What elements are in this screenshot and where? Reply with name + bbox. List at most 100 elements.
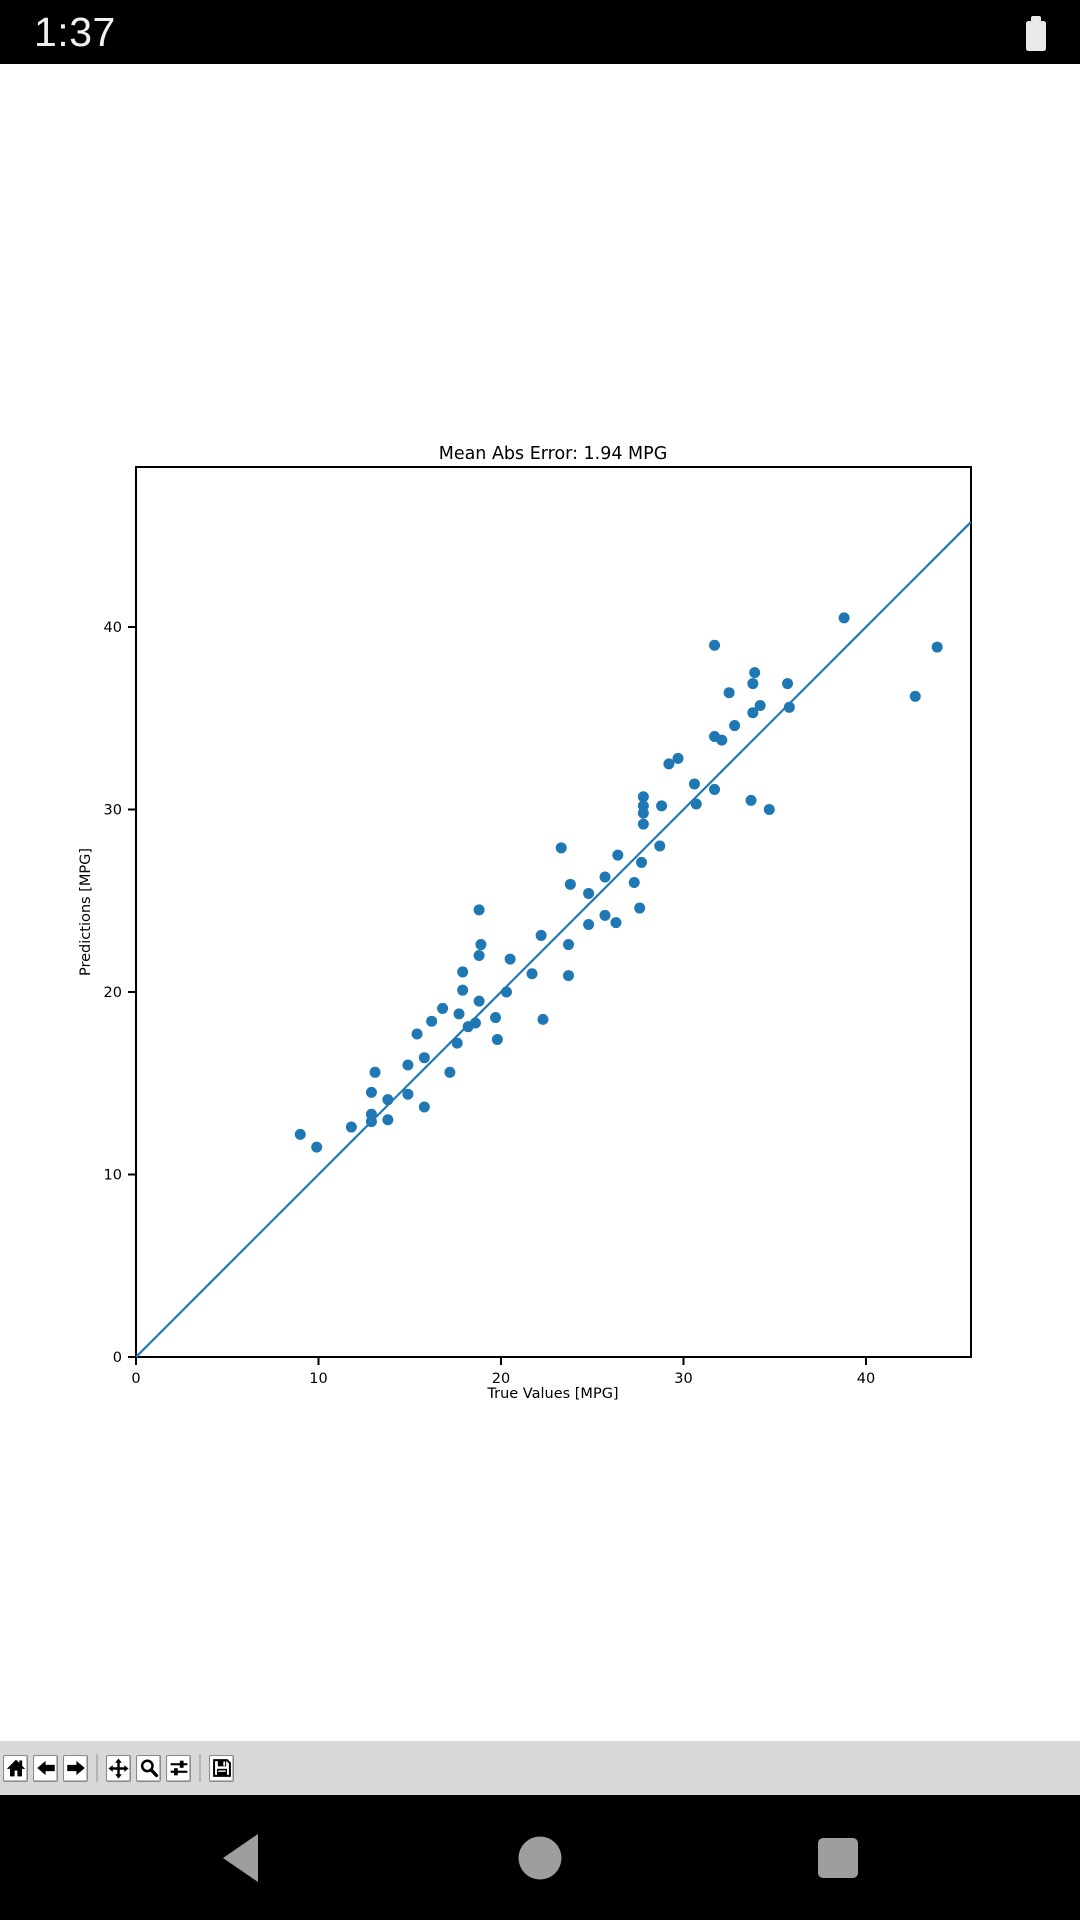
matplotlib-toolbar (0, 1741, 1080, 1795)
toolbar-separator (199, 1754, 201, 1782)
plot-title: Mean Abs Error: 1.94 MPG (439, 444, 668, 464)
scatter-point (563, 970, 575, 982)
y-tick-label: 0 (113, 1350, 122, 1366)
scatter-point (612, 849, 624, 861)
battery-body (1026, 20, 1046, 51)
scatter-point (716, 734, 728, 746)
scatter-point (754, 699, 766, 711)
clock-text: 1:37 (34, 8, 116, 55)
scatter-point (610, 917, 622, 929)
scatter-point (628, 877, 640, 888)
toolbar-zoom-button[interactable] (136, 1754, 161, 1782)
toolbar-save-button[interactable] (209, 1754, 234, 1782)
scatter-point (490, 1012, 502, 1024)
scatter-point (473, 995, 485, 1007)
x-tick-label: 0 (131, 1371, 140, 1387)
scatter-point (663, 758, 675, 770)
scatter-point (783, 701, 795, 713)
scatter-point (491, 1033, 503, 1045)
scatter-point (690, 798, 702, 810)
scatter-point (931, 641, 943, 653)
scatter-point (402, 1088, 414, 1100)
scatter-point (709, 783, 721, 795)
scatter-point (411, 1028, 423, 1040)
y-axis-label: Predictions [MPG] (78, 848, 94, 976)
scatter-point (745, 794, 757, 806)
recents-square-icon (818, 1837, 858, 1878)
arrow-left-icon (36, 1760, 55, 1776)
scatter-point (564, 878, 576, 890)
scatter-point (402, 1059, 414, 1071)
x-tick-label: 20 (492, 1371, 510, 1387)
toolbar-separator (96, 1754, 98, 1782)
scatter-point (838, 612, 850, 624)
y-tick-label: 20 (104, 985, 122, 1001)
x-tick-label: 10 (309, 1371, 327, 1387)
magnifier-icon (140, 1759, 158, 1778)
toolbar-forward-button[interactable] (63, 1754, 88, 1782)
android-home-button[interactable] (480, 1795, 600, 1920)
scatter-point (418, 1101, 430, 1113)
axes-frame (135, 466, 972, 1358)
home-circle-icon (518, 1836, 562, 1879)
identity-reference-line (135, 521, 972, 1358)
toolbar-pan-button[interactable] (106, 1754, 131, 1782)
back-triangle-icon (223, 1833, 258, 1882)
scatter-point (382, 1114, 394, 1126)
scatter-point (688, 778, 700, 790)
android-recents-button[interactable] (778, 1795, 898, 1920)
home-icon (6, 1759, 25, 1777)
scatter-point (763, 804, 775, 815)
x-tick-label: 40 (857, 1371, 875, 1387)
scatter-point (457, 966, 469, 978)
scatter-point (504, 953, 516, 965)
battery-icon (1026, 15, 1046, 51)
android-back-button[interactable] (180, 1795, 300, 1920)
scatter-point (473, 950, 485, 961)
scatter-point (583, 918, 595, 930)
toolbar-configure-button[interactable] (166, 1754, 191, 1782)
scatter-point (365, 1116, 377, 1128)
status-bar: 1:37 (0, 0, 1080, 64)
toolbar-back-button[interactable] (33, 1754, 58, 1782)
y-tick-label: 40 (104, 620, 122, 636)
scatter-point (654, 840, 666, 852)
floppy-disk-icon (212, 1759, 231, 1777)
scatter-point (537, 1013, 549, 1025)
scatter-points (294, 612, 943, 1153)
y-tick-label: 30 (104, 803, 122, 819)
scatter-point (311, 1141, 323, 1153)
scatter-point (747, 678, 759, 690)
scatter-point (294, 1128, 306, 1140)
scatter-point (583, 887, 595, 899)
scatter-point (747, 707, 759, 719)
scatter-point (475, 939, 487, 951)
sliders-icon (170, 1760, 187, 1776)
scatter-point (444, 1066, 456, 1078)
scatter-point (453, 1008, 465, 1020)
scatter-point (426, 1015, 438, 1027)
scatter-point (637, 818, 649, 830)
x-axis-ticks: 0 10 20 30 40 (131, 1357, 875, 1387)
scatter-point (473, 904, 485, 916)
scatter-point (672, 752, 684, 764)
scatter-point (369, 1066, 381, 1078)
scatter-point (563, 939, 575, 951)
scatter-point (599, 909, 611, 921)
battery-tip (1031, 15, 1041, 21)
scatter-point (535, 929, 547, 941)
scatter-plot-figure: Mean Abs Error: 1.94 MPG 0 10 20 30 40 0 10 20… (78, 444, 972, 1402)
scatter-point (729, 720, 741, 732)
scatter-point (469, 1017, 481, 1029)
scatter-point (909, 690, 921, 702)
scatter-point (345, 1121, 357, 1133)
x-axis-label: True Values [MPG] (486, 1386, 618, 1402)
y-axis-ticks: 0 10 20 30 40 (104, 620, 136, 1366)
scatter-point (749, 667, 761, 679)
y-tick-label: 10 (104, 1168, 122, 1184)
scatter-point (382, 1094, 394, 1106)
scatter-point (656, 800, 668, 812)
scatter-point (526, 968, 538, 980)
toolbar-home-button[interactable] (3, 1754, 28, 1782)
scatter-point (418, 1052, 430, 1064)
